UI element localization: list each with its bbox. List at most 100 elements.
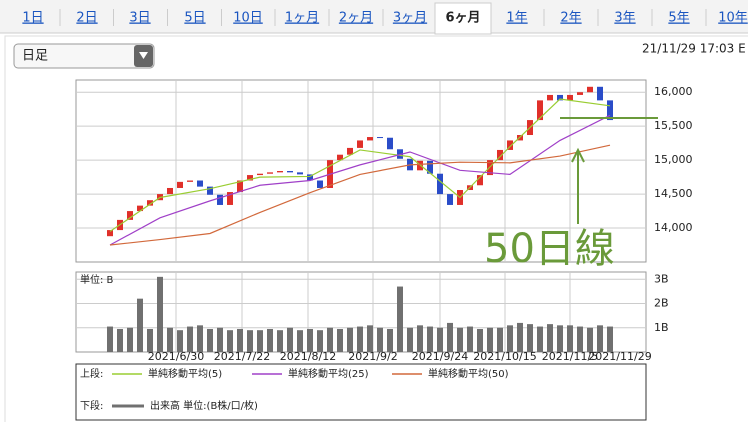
volume-bar [607,326,613,352]
frame [4,35,748,422]
candle [257,173,263,176]
candle [217,194,223,205]
volume-bar [577,326,583,352]
volume-bar [477,328,483,352]
candle [427,160,433,174]
volume-bar [457,327,463,352]
volume-bar [367,325,373,352]
moving-average [109,98,611,232]
candle [137,205,143,212]
moving-average [109,114,611,246]
volume-bar [507,325,513,352]
volume-bar [257,330,263,352]
select-arrow [139,52,148,59]
timestamp: 21/11/29 17:03 E [642,42,746,56]
legend-label: 出来高 単位:(B株/口/枚) [150,399,258,412]
volume-bar [567,325,573,352]
candle [127,211,133,220]
candle [247,175,253,181]
volume-bar [187,326,193,352]
tab[interactable]: 3ヶ月 [393,11,427,26]
y-tick-label: 3B [654,272,669,285]
volume-bar [557,325,563,352]
volume-bar [357,326,363,352]
volume-bar [177,330,183,352]
candle [387,137,393,150]
volume-bar [227,330,233,352]
volume-bar [537,326,543,352]
x-tick-label: 2021/9/24 [412,350,468,363]
tab[interactable]: 3日 [129,11,150,26]
candle [267,172,273,174]
x-tick-label: 2021/11/29 [588,350,651,363]
volume-bar [597,325,603,352]
volume-bar [487,327,493,352]
candle [367,137,373,141]
y-tick-label: 14,000 [654,221,693,234]
candle [537,100,543,121]
volume-bar [377,327,383,352]
volume-bar [137,298,143,352]
active-tab [434,2,492,35]
tab[interactable]: 2年 [560,11,581,26]
candle [337,154,343,161]
candle [197,180,203,187]
volume-bar [437,327,443,352]
candle [187,180,193,182]
candle [607,100,613,121]
tab[interactable]: 1日 [22,11,43,26]
candle [357,140,363,148]
x-tick-label: 2021/9/2 [348,350,397,363]
tab[interactable]: 1年 [506,11,527,26]
tab[interactable]: 1ヶ月 [285,11,319,26]
volume-bar [547,324,553,352]
candle [447,194,453,205]
candle [597,86,603,101]
period-select[interactable] [13,43,155,69]
candle [147,200,153,206]
legend-label: 単純移動平均(50) [428,367,509,380]
candle [277,171,283,173]
x-tick-label: 2021/7/22 [214,350,270,363]
volume-bar [407,327,413,352]
tab[interactable]: 2ヶ月 [339,11,373,26]
tab[interactable]: 10年 [718,11,748,26]
volume-bar [107,326,113,352]
volume-bar [447,322,453,352]
candle [507,140,513,150]
volume-bar [247,330,253,352]
tab-bar [0,0,748,33]
x-tick-label: 2021/8/12 [280,350,336,363]
candle [497,149,503,161]
volume-bar [427,326,433,352]
y-tick-label: 16,000 [654,85,693,98]
tab[interactable]: 10日 [233,11,263,26]
volume-bar [337,328,343,352]
volume-bar [287,327,293,352]
legend-title: 下段: [80,399,103,412]
price-plot [75,79,647,263]
y-tick-label: 15,500 [654,119,693,132]
volume-bar [267,328,273,352]
volume-bar [307,328,313,352]
tab[interactable]: 3年 [614,11,635,26]
candle [317,180,323,188]
volume-bar [417,325,423,352]
volume-bar [217,327,223,352]
candle [577,92,583,95]
legend-label: 単純移動平均(25) [288,367,369,380]
tab[interactable]: 5年 [668,11,689,26]
tab[interactable]: 6ヶ月 [445,11,480,26]
tab[interactable]: 5日 [184,11,205,26]
volume-bar [317,330,323,352]
volume-bar [347,327,353,352]
tab[interactable]: 2日 [76,11,97,26]
volume-bar [117,328,123,352]
candle [207,186,213,195]
candle [477,175,483,186]
legend-box [75,363,647,421]
volume-bar [467,326,473,352]
candle [377,137,383,139]
candle [167,187,173,195]
annotation-arrow-head [571,147,585,163]
